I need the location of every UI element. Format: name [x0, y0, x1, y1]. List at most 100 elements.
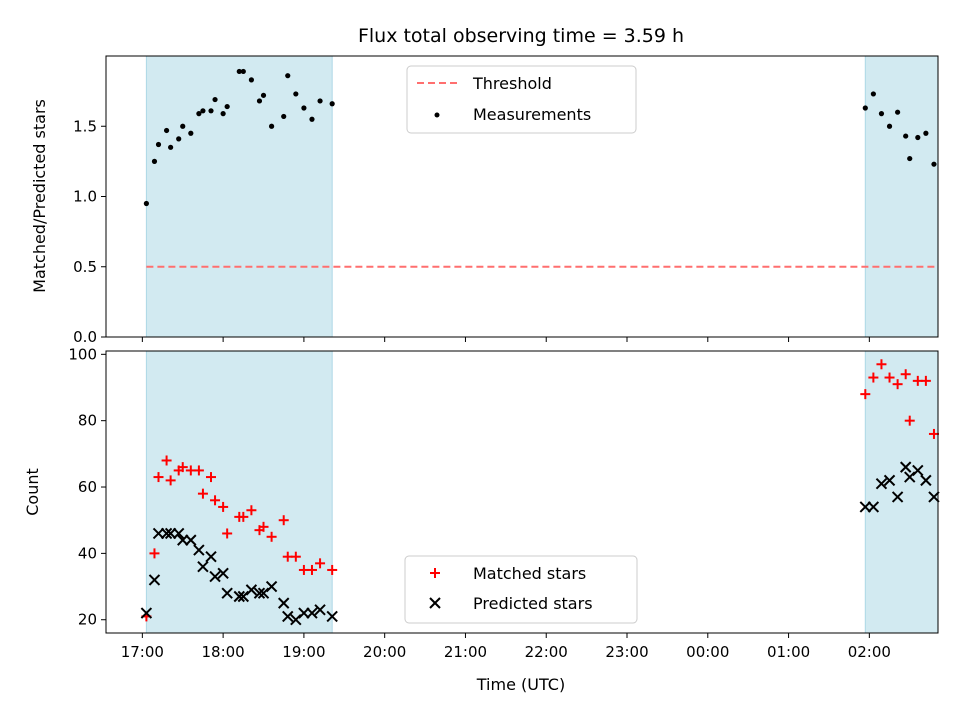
- ratio-panel: 0.0 0.5 1.0 1.5 Matched/Predicted stars Thr…: [30, 55, 939, 346]
- bottom-y-ticks: 20 40 60 80 100: [68, 345, 106, 629]
- predicted-star-point: [875, 477, 888, 490]
- matched-star-point: [149, 548, 160, 559]
- top-x-ticks: [141, 337, 870, 342]
- matched-star-point: [315, 558, 326, 569]
- x-tick-label: 21:00: [444, 643, 487, 661]
- matched-star-point: [218, 501, 229, 512]
- predicted-star-point: [245, 584, 258, 596]
- measurement-point: [188, 130, 194, 136]
- y-tick-label: 1.5: [73, 117, 97, 135]
- bottom-axes-frame: [105, 350, 939, 634]
- measurements-legend-label: Measurements: [473, 105, 591, 124]
- predicted-star-point: [899, 461, 912, 473]
- measurement-point: [281, 113, 287, 120]
- predicted-star-point: [237, 590, 250, 603]
- measurements-legend-handle: [434, 112, 440, 118]
- top-legend-box: [406, 65, 637, 134]
- predicted-star-point: [193, 544, 205, 556]
- predicted-star-point: [233, 590, 245, 603]
- matched-star-point: [210, 495, 221, 506]
- measurement-point: [143, 200, 149, 207]
- predicted-legend-label: Predicted stars: [473, 594, 593, 613]
- measurement-point: [260, 92, 267, 98]
- measurement-point: [329, 101, 335, 107]
- measurement-point: [168, 144, 174, 150]
- predicted-star-point: [282, 610, 294, 623]
- bottom-series-layer: [140, 359, 940, 626]
- measurement-point: [196, 111, 202, 117]
- predicted-star-point: [140, 607, 153, 619]
- matched-star-point: [868, 372, 879, 383]
- measurement-point: [256, 98, 263, 104]
- measurement-point: [224, 103, 230, 110]
- matched-star-point: [920, 375, 931, 386]
- y-tick-label: 0.0: [73, 328, 97, 346]
- x-tick-label: 00:00: [686, 643, 729, 661]
- predicted-star-point: [221, 587, 233, 599]
- matched-star-point: [153, 472, 164, 483]
- matched-star-point: [290, 551, 301, 562]
- matched-star-point: [222, 528, 233, 539]
- bottom-legend: Matched stars Predicted stars: [404, 555, 638, 624]
- x-tick-label: 23:00: [605, 643, 648, 661]
- measurement-point: [220, 111, 226, 117]
- measurement-point: [886, 123, 893, 129]
- x-tick-label: 18:00: [202, 643, 245, 661]
- predicted-star-point: [883, 474, 896, 487]
- predicted-legend-handle: [429, 597, 441, 609]
- x-tick-label: 17:00: [121, 643, 164, 661]
- matched-star-point: [258, 521, 269, 532]
- bottom-x-ticks: 17:00 18:00 19:00 20:00 21:00 22:00 23:00 00:00…: [121, 633, 891, 661]
- predicted-star-point: [197, 560, 209, 573]
- measurement-point: [163, 127, 170, 134]
- top-legend: Threshold Measurements: [406, 65, 637, 134]
- x-tick-label: 02:00: [848, 643, 891, 661]
- predicted-star-point: [904, 471, 916, 483]
- matched-legend-label: Matched stars: [473, 564, 586, 583]
- top-y-ticks: 0.0 0.5 1.0 1.5: [73, 117, 106, 346]
- matched-star-point: [165, 475, 176, 486]
- predicted-star-point: [278, 597, 290, 609]
- predicted-star-point: [891, 491, 904, 503]
- measurement-point: [895, 109, 901, 115]
- predicted-star-point: [920, 474, 932, 487]
- measurement-point: [208, 108, 214, 114]
- predicted-star-point: [314, 604, 326, 616]
- predicted-star-point: [912, 464, 924, 477]
- matched-star-point: [860, 389, 871, 400]
- predicted-star-point: [326, 610, 338, 623]
- matched-star-point: [306, 564, 317, 575]
- y-tick-label: 40: [78, 544, 97, 562]
- matched-star-point: [904, 415, 915, 426]
- matched-star-point: [327, 564, 338, 575]
- measurement-point: [151, 158, 158, 164]
- predicted-star-point: [185, 534, 197, 546]
- predicted-star-point: [265, 580, 278, 593]
- measurement-point: [240, 68, 246, 75]
- observing-window-band: [145, 350, 333, 634]
- predicted-star-point: [217, 567, 229, 579]
- observing-window-band: [145, 55, 333, 338]
- measurement-point: [248, 77, 254, 83]
- measurement-point: [301, 105, 307, 111]
- predicted-star-point: [290, 614, 302, 626]
- measurement-point: [309, 116, 315, 122]
- predicted-star-point: [209, 570, 221, 583]
- matched-star-point: [177, 462, 188, 473]
- matched-star-point: [206, 472, 217, 483]
- measurement-point: [180, 123, 186, 129]
- measurement-point: [236, 68, 242, 75]
- matched-star-point: [161, 455, 172, 466]
- measurement-point: [870, 91, 876, 97]
- x-tick-label: 01:00: [767, 643, 810, 661]
- x-axis-label: Time (UTC): [476, 675, 565, 694]
- predicted-star-point: [172, 527, 185, 540]
- measurement-point: [155, 141, 162, 148]
- measurement-point: [907, 155, 913, 162]
- bottom-legend-box: [404, 555, 638, 624]
- measurement-point: [212, 96, 218, 103]
- top-y-axis-label: Matched/Predicted stars: [30, 99, 49, 293]
- matched-star-point: [892, 379, 903, 390]
- count-panel: 20 40 60 80 100 17:00 18:00 19:00 20:00 21:00 22:…: [23, 345, 940, 694]
